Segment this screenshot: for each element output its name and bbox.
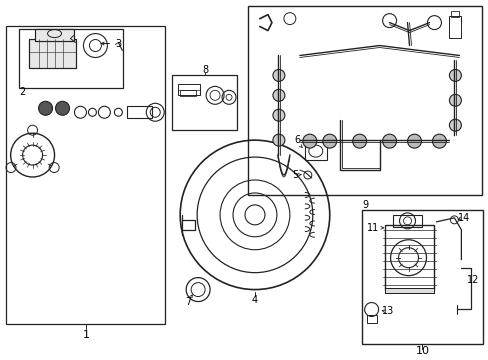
Bar <box>29 39 76 68</box>
Text: 14: 14 <box>457 213 469 223</box>
Bar <box>304 142 326 160</box>
Circle shape <box>448 94 461 106</box>
Text: 6: 6 <box>294 135 300 145</box>
Bar <box>178 84 200 95</box>
Circle shape <box>272 89 285 101</box>
Circle shape <box>322 134 336 148</box>
Text: 13: 13 <box>381 306 393 316</box>
Circle shape <box>431 134 446 148</box>
Bar <box>247 6 481 195</box>
Circle shape <box>448 69 461 81</box>
Circle shape <box>448 119 461 131</box>
Bar <box>392 215 422 227</box>
Text: 8: 8 <box>202 66 208 76</box>
Text: 3: 3 <box>115 39 121 49</box>
Bar <box>6 26 165 324</box>
Circle shape <box>272 69 285 81</box>
Bar <box>361 210 482 345</box>
Bar <box>19 28 123 88</box>
Bar <box>366 315 376 323</box>
Circle shape <box>39 101 52 115</box>
Text: 12: 12 <box>466 275 479 285</box>
Bar <box>384 288 433 293</box>
Bar <box>29 39 76 68</box>
Bar <box>35 28 74 41</box>
Text: 2: 2 <box>20 87 26 97</box>
Text: 1: 1 <box>83 330 90 341</box>
Bar <box>384 288 433 293</box>
Circle shape <box>56 101 69 115</box>
Circle shape <box>302 134 316 148</box>
Bar <box>35 28 74 41</box>
Circle shape <box>382 134 396 148</box>
Bar <box>450 11 458 17</box>
Text: 4: 4 <box>251 294 258 305</box>
Text: 10: 10 <box>415 346 428 356</box>
Bar <box>384 225 433 289</box>
Circle shape <box>352 134 366 148</box>
Text: 7: 7 <box>184 297 191 306</box>
Bar <box>180 90 196 96</box>
Circle shape <box>272 109 285 121</box>
Circle shape <box>244 205 264 225</box>
Text: 5: 5 <box>291 170 297 180</box>
Bar <box>172 75 237 130</box>
Circle shape <box>407 134 421 148</box>
Bar <box>448 15 461 37</box>
Bar <box>127 106 152 118</box>
Text: 11: 11 <box>366 223 378 233</box>
Circle shape <box>272 134 285 146</box>
Text: 9: 9 <box>362 200 368 210</box>
